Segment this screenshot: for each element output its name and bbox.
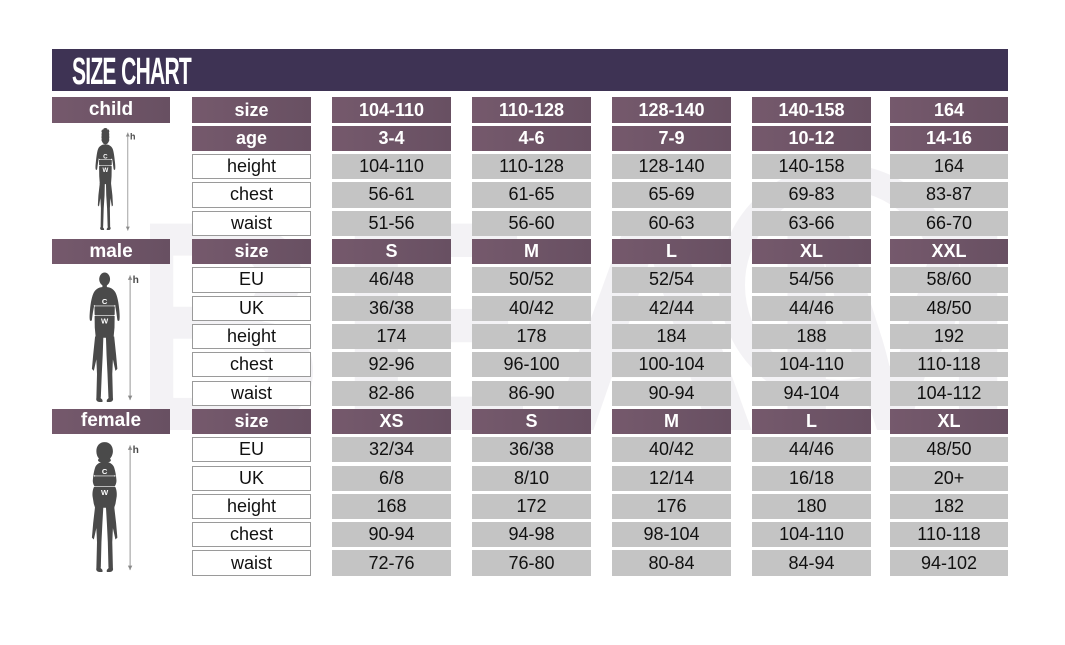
svg-text:h: h xyxy=(130,131,135,141)
svg-text:W: W xyxy=(101,488,109,497)
svg-text:C: C xyxy=(103,153,108,160)
svg-text:W: W xyxy=(101,317,109,326)
svg-text:C: C xyxy=(102,467,108,476)
svg-text:h: h xyxy=(133,445,139,456)
svg-text:h: h xyxy=(133,275,139,286)
svg-text:W: W xyxy=(102,167,108,174)
svg-text:C: C xyxy=(102,297,108,306)
